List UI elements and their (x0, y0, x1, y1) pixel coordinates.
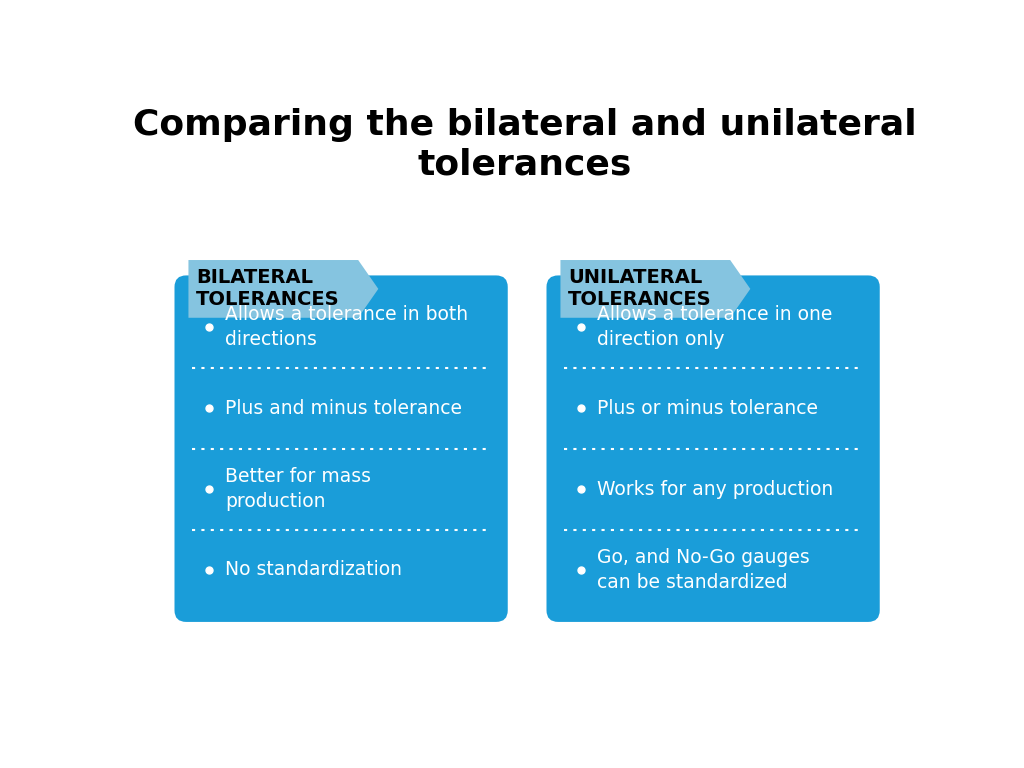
Polygon shape (188, 260, 378, 318)
FancyBboxPatch shape (547, 276, 880, 622)
Text: Allows a tolerance in both
directions: Allows a tolerance in both directions (225, 306, 468, 349)
Text: UNILATERAL
TOLERANCES: UNILATERAL TOLERANCES (568, 268, 712, 310)
Text: Better for mass
production: Better for mass production (225, 467, 371, 511)
Polygon shape (560, 260, 751, 318)
Text: Go, and No-Go gauges
can be standardized: Go, and No-Go gauges can be standardized (597, 548, 810, 592)
FancyBboxPatch shape (174, 276, 508, 622)
Text: Comparing the bilateral and unilateral
tolerances: Comparing the bilateral and unilateral t… (133, 108, 916, 181)
Text: BILATERAL
TOLERANCES: BILATERAL TOLERANCES (197, 268, 340, 310)
Text: No standardization: No standardization (225, 561, 401, 579)
Text: Plus or minus tolerance: Plus or minus tolerance (597, 399, 818, 418)
Text: Works for any production: Works for any production (597, 479, 834, 498)
Text: Plus and minus tolerance: Plus and minus tolerance (225, 399, 462, 418)
Text: Allows a tolerance in one
direction only: Allows a tolerance in one direction only (597, 306, 833, 349)
